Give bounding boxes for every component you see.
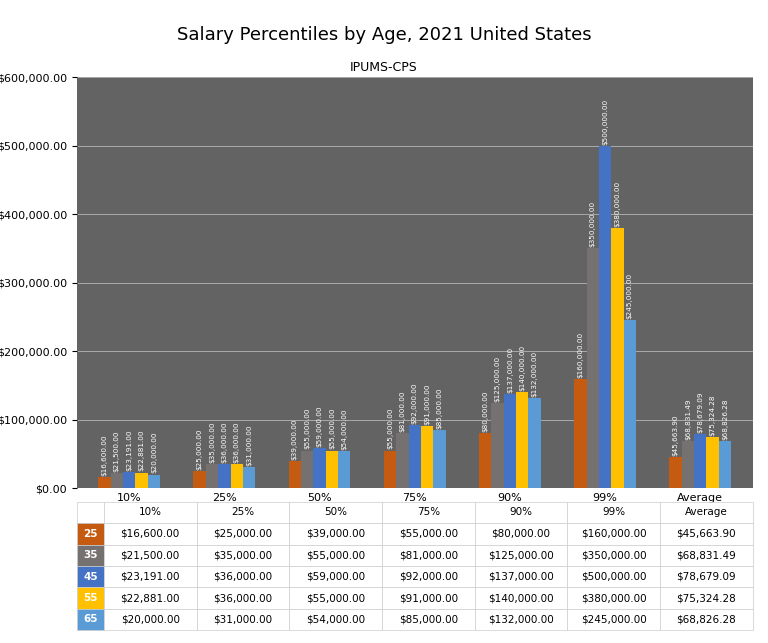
Text: $78,679.09: $78,679.09 [697,392,703,433]
Text: $125,000.00: $125,000.00 [495,356,501,401]
Text: $92,000.00: $92,000.00 [412,383,418,424]
Text: $68,831.49: $68,831.49 [685,399,691,440]
Bar [421,426,433,488]
Bar [599,146,611,488]
Text: $36,000.00: $36,000.00 [233,421,240,462]
Text: $68,826.28: $68,826.28 [722,399,728,440]
Bar [574,379,587,488]
Bar [670,457,682,488]
Text: $39,000.00: $39,000.00 [292,419,298,460]
Text: $23,191.00: $23,191.00 [126,430,132,471]
Bar [98,477,111,488]
Text: $22,881.00: $22,881.00 [138,430,144,471]
Text: Salary Percentiles by Age, 2021 United States: Salary Percentiles by Age, 2021 United S… [177,26,591,44]
Bar [135,473,147,488]
Bar [479,433,492,488]
Bar [707,437,719,488]
Bar [528,398,541,488]
Text: $55,000.00: $55,000.00 [304,408,310,449]
Bar [624,320,636,488]
Bar [492,403,504,488]
Bar [433,430,445,488]
Bar [504,394,516,488]
Bar [409,425,421,488]
Bar [682,441,694,488]
Text: $160,000.00: $160,000.00 [578,331,584,377]
Bar [147,475,160,488]
Text: $55,000.00: $55,000.00 [329,408,335,449]
Text: $80,000.00: $80,000.00 [482,391,488,432]
Text: $132,000.00: $132,000.00 [531,350,538,397]
Text: $59,000.00: $59,000.00 [316,405,323,447]
Bar [111,473,123,488]
Bar [289,462,301,488]
Text: $91,000.00: $91,000.00 [424,383,430,425]
Text: $25,000.00: $25,000.00 [197,428,203,470]
Bar [516,392,528,488]
Bar [611,228,624,488]
Bar [218,464,230,488]
Bar [206,464,218,488]
Bar [230,464,243,488]
Text: $21,500.00: $21,500.00 [114,431,120,473]
Bar [313,448,326,488]
Text: $85,000.00: $85,000.00 [436,388,442,429]
Text: $500,000.00: $500,000.00 [602,98,608,145]
Text: $31,000.00: $31,000.00 [246,424,252,466]
Text: $81,000.00: $81,000.00 [399,390,406,431]
Text: $245,000.00: $245,000.00 [627,273,633,320]
Bar [301,451,313,488]
Bar [243,467,255,488]
Text: $140,000.00: $140,000.00 [519,345,525,391]
Bar [194,471,206,488]
Text: $380,000.00: $380,000.00 [614,181,621,227]
Text: $16,600.00: $16,600.00 [101,434,108,476]
Text: $35,000.00: $35,000.00 [209,422,215,463]
Text: IPUMS-CPS: IPUMS-CPS [350,61,418,74]
Text: $36,000.00: $36,000.00 [221,421,227,462]
Bar [338,451,350,488]
Bar [694,434,707,488]
Text: $137,000.00: $137,000.00 [507,347,513,394]
Text: $55,000.00: $55,000.00 [387,408,393,449]
Bar [326,451,338,488]
Text: $20,000.00: $20,000.00 [151,432,157,473]
Text: $75,324.28: $75,324.28 [710,394,716,435]
Bar [384,451,396,488]
Text: $45,663.90: $45,663.90 [673,414,679,456]
Text: $54,000.00: $54,000.00 [341,409,347,450]
Bar [719,441,731,488]
Bar [123,473,135,488]
Bar [587,248,599,488]
Bar [396,433,409,488]
Text: $350,000.00: $350,000.00 [590,201,596,248]
